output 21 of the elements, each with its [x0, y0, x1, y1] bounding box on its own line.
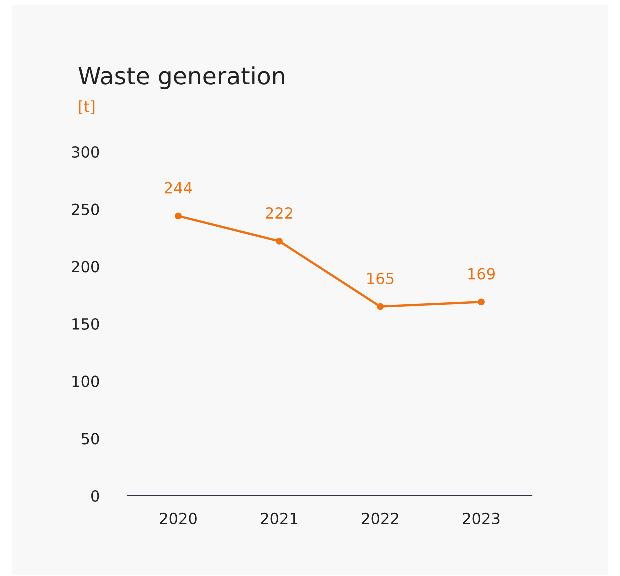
- y-tick-label: 150: [72, 318, 100, 330]
- y-tick-label: 100: [72, 376, 100, 388]
- point: [377, 303, 384, 310]
- y-tick-label: 300: [72, 146, 100, 158]
- y-tick-label: 200: [72, 261, 100, 273]
- data-label: 169: [468, 268, 496, 280]
- x-tick-label: 2021: [261, 512, 298, 524]
- point: [478, 298, 485, 306]
- data-label: 244: [165, 182, 192, 194]
- point: [276, 238, 283, 245]
- y-tick-label: 50: [82, 433, 100, 445]
- chart-title: Waste generation: [78, 66, 284, 90]
- y-tick-label: 250: [72, 204, 100, 216]
- x-tick-label: 2020: [160, 512, 197, 524]
- point: [175, 212, 182, 220]
- x-tick-label: 2023: [463, 512, 500, 524]
- data-label: 222: [266, 207, 293, 219]
- y-tick-label: 0: [92, 490, 100, 502]
- y-axis-title: [t]: [79, 100, 95, 114]
- x-tick-label: 2022: [362, 512, 398, 524]
- data-label: 165: [368, 272, 394, 284]
